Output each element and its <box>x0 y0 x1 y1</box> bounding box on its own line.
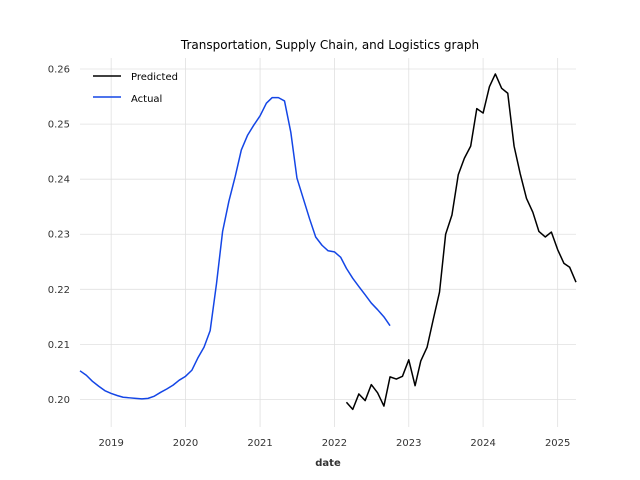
legend: Predicted Actual <box>93 72 178 105</box>
y-tick-label: 0.21 <box>48 340 70 351</box>
x-tick-label: 2022 <box>322 438 347 449</box>
y-tick-label: 0.20 <box>48 395 70 406</box>
grid-lines <box>80 58 576 427</box>
x-axis-label: date <box>315 458 341 469</box>
x-tick-label: 2021 <box>247 438 272 449</box>
y-axis-ticks: 0.20 0.21 0.22 0.23 0.24 0.25 0.26 <box>48 65 70 406</box>
x-tick-label: 2023 <box>396 438 421 449</box>
x-tick-label: 2020 <box>173 438 198 449</box>
x-tick-label: 2025 <box>545 438 570 449</box>
x-axis-ticks: 2019 2020 2021 2022 2023 2024 2025 <box>98 438 570 449</box>
x-tick-label: 2024 <box>470 438 495 449</box>
series-line-predicted <box>345 73 577 411</box>
y-tick-label: 0.24 <box>48 175 70 186</box>
series-line-actual <box>79 96 391 400</box>
legend-label-actual: Actual <box>131 94 162 105</box>
y-tick-label: 0.25 <box>48 120 70 131</box>
legend-label-predicted: Predicted <box>131 72 178 83</box>
y-tick-label: 0.23 <box>48 230 70 241</box>
series-lines <box>79 73 577 411</box>
x-tick-label: 2019 <box>98 438 123 449</box>
y-tick-label: 0.26 <box>48 65 70 76</box>
y-tick-label: 0.22 <box>48 285 70 296</box>
chart-title: Transportation, Supply Chain, and Logist… <box>180 38 479 52</box>
